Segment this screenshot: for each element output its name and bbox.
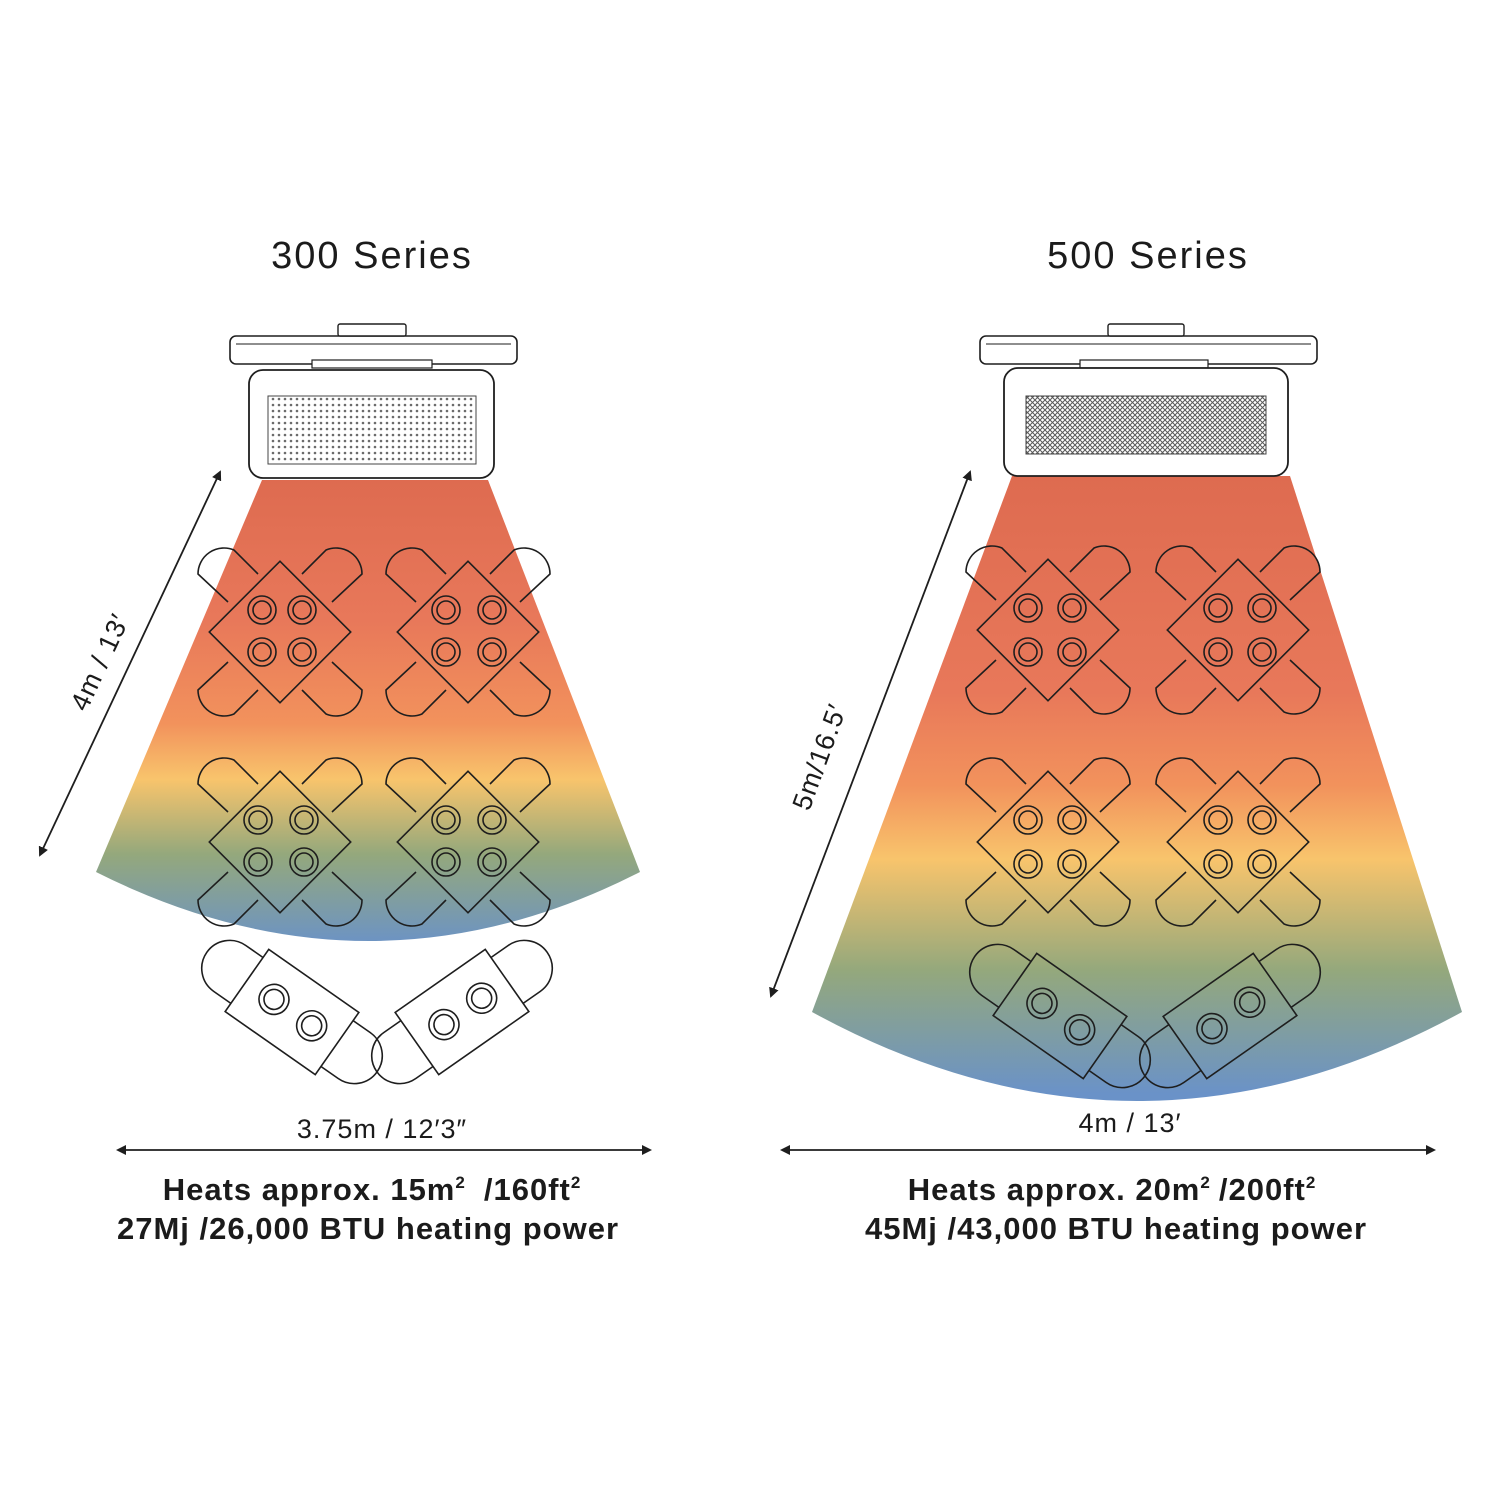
depth-label-300: 4m / 13′ <box>64 609 135 715</box>
series-500-title: 500 Series <box>1047 235 1249 277</box>
table-small-500-1 <box>968 943 1152 1089</box>
table-group-300-3 <box>197 757 363 927</box>
power-line-300: 27Mj /26,000 BTU heating power <box>117 1211 619 1246</box>
table-group-300-2 <box>385 547 551 717</box>
width-label-500: 4m / 13′ <box>1078 1108 1181 1138</box>
table-group-500-4 <box>1155 757 1321 927</box>
heat-zone-300 <box>96 480 640 941</box>
power-line-500: 45Mj /43,000 BTU heating power <box>865 1211 1367 1246</box>
width-label-300: 3.75m / 12′3″ <box>297 1114 467 1144</box>
depth-arrow-300 <box>38 470 222 857</box>
series-300-panel: 300 Series <box>38 235 652 1246</box>
heat-zone-500 <box>812 476 1462 1101</box>
series-300-title: 300 Series <box>271 235 473 277</box>
area-line-300: Heats approx. 15m2/160ft2 <box>163 1172 582 1207</box>
table-group-500-3 <box>965 757 1131 927</box>
series-500-panel: 500 Series <box>769 235 1462 1246</box>
depth-label-500: 5m/16.5′ <box>787 700 853 814</box>
table-small-300-2 <box>370 939 554 1085</box>
heater-300-mesh <box>267 395 477 465</box>
heater-500-mesh <box>1025 395 1267 455</box>
area-line-500: Heats approx. 20m2/200ft2 <box>908 1172 1317 1207</box>
table-small-300-1 <box>200 939 384 1085</box>
heater-300-unit <box>229 323 518 479</box>
heater-500-unit <box>979 323 1318 477</box>
table-small-500-2 <box>1138 943 1322 1089</box>
table-group-500-2 <box>1155 545 1321 715</box>
table-group-300-4 <box>385 757 551 927</box>
depth-arrow-500 <box>769 470 972 998</box>
